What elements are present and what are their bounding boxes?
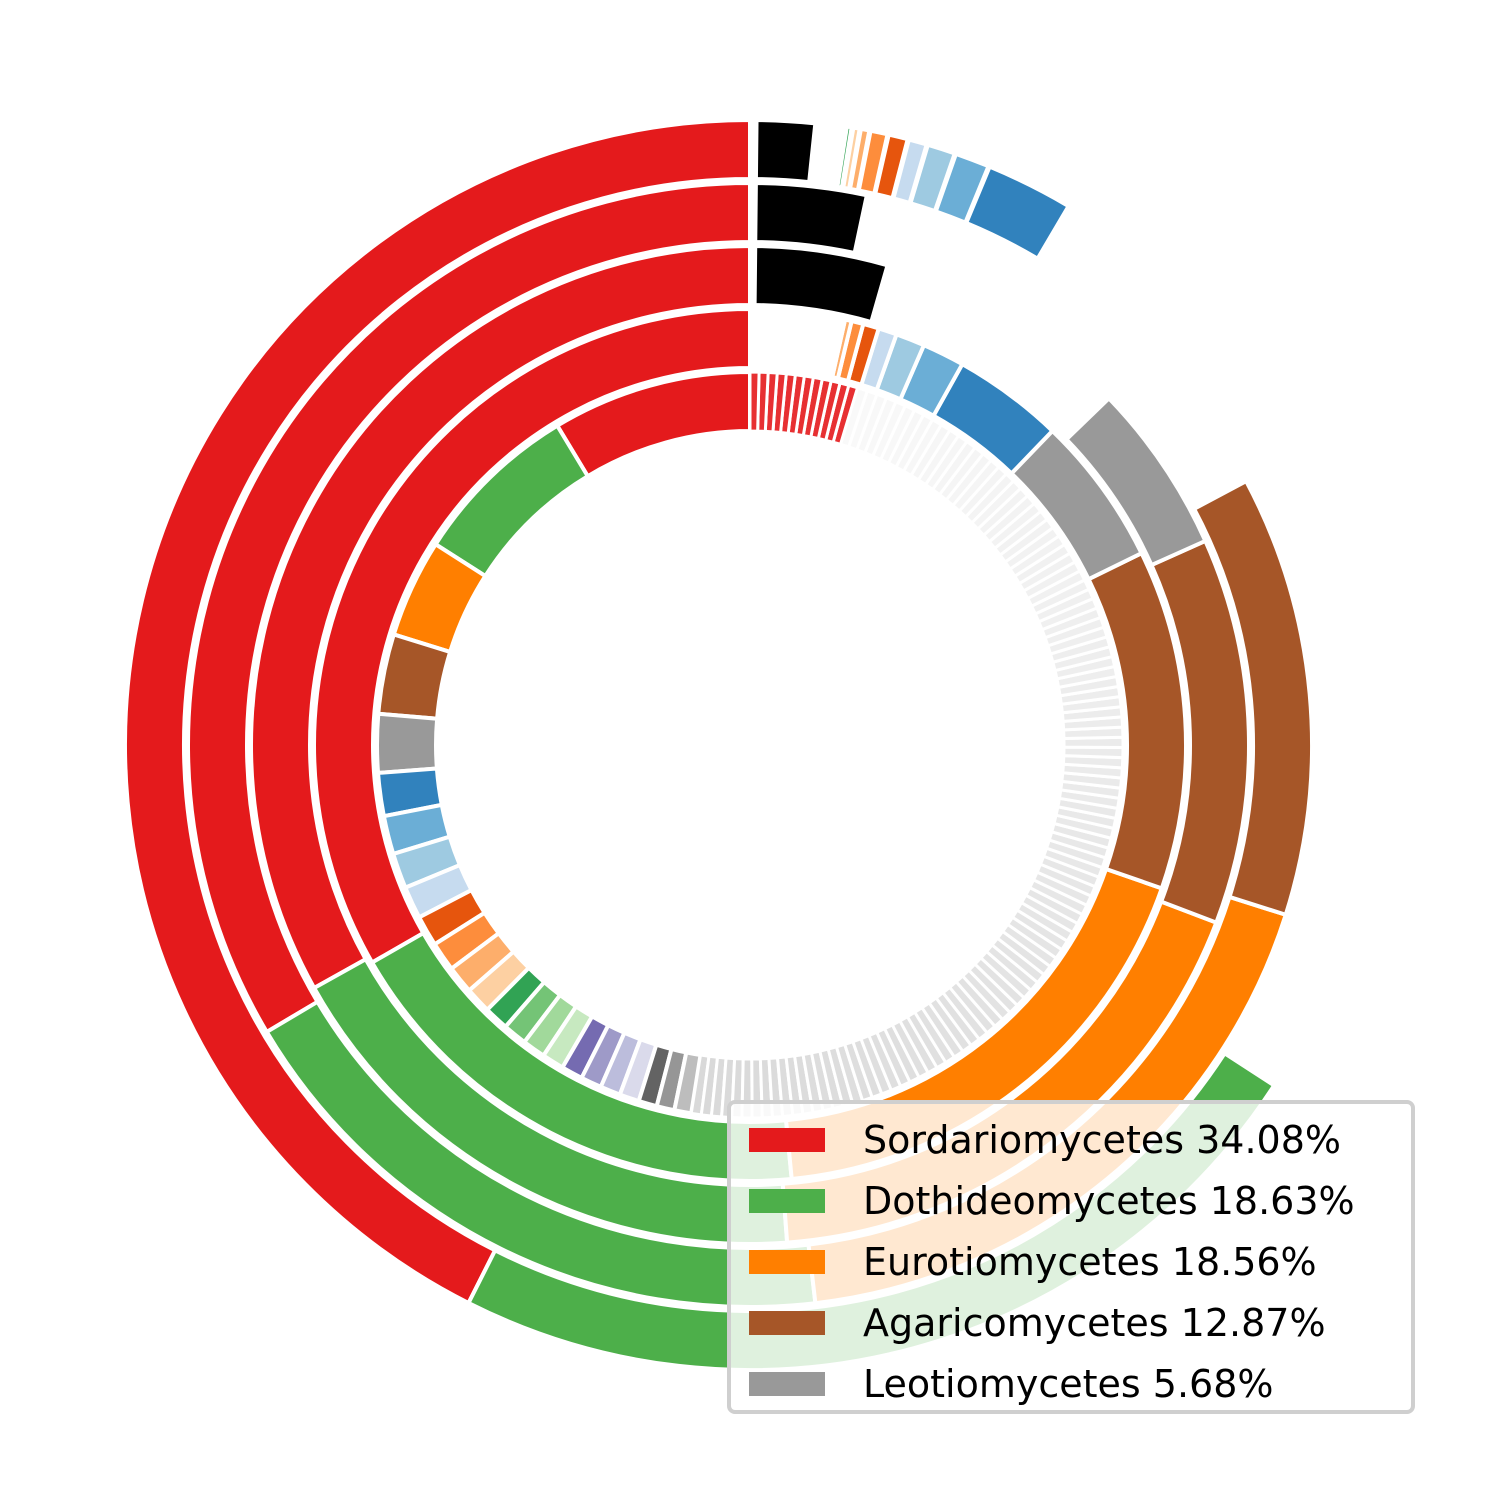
ring-4-segment-1	[312, 306, 752, 966]
ring-5-segment-3	[391, 541, 489, 655]
ring-4-segment-4	[1085, 550, 1188, 891]
legend-swatch-5	[749, 1372, 825, 1396]
ring-4-segment-7	[897, 342, 966, 419]
legend-label-5: Leotiomycetes 5.68%	[863, 1362, 1274, 1406]
outer-sliver-4	[858, 130, 888, 194]
outer-sliver-7	[910, 144, 955, 212]
legend-label-1: Sordariomycetes 34.08%	[863, 1118, 1341, 1162]
ring-5-segment-4	[376, 631, 453, 721]
legend-swatch-4	[749, 1311, 825, 1335]
ring-5-segment-8	[390, 834, 463, 891]
ring-5-segment-6	[375, 766, 445, 819]
legend-entry-2: Dothideomycetes 18.63%	[749, 1176, 1355, 1226]
legend-swatch-3	[749, 1250, 825, 1274]
ring-3-segment-5	[1063, 395, 1208, 568]
outer-sliver-1	[837, 126, 852, 188]
top-wedge-2	[753, 181, 870, 256]
ring-1-segment-1	[123, 117, 752, 1306]
outer-sliver-3	[850, 128, 870, 191]
outer-sliver-6	[893, 139, 927, 203]
legend-swatch-1	[749, 1128, 825, 1152]
ring-2-segment-1	[186, 180, 752, 1035]
ring-2-segment-4	[1191, 478, 1314, 918]
top-wedge-3	[752, 244, 891, 325]
legend-entry-5: Leotiomycetes 5.68%	[749, 1359, 1274, 1409]
legend: Sordariomycetes 34.08% Dothideomycetes 1…	[727, 1100, 1415, 1414]
ring-5-segment-26-12	[748, 370, 761, 433]
ring-3-segment-4	[1148, 538, 1251, 926]
ring-5-segment-10	[416, 887, 488, 948]
ring-5-segment-2	[432, 422, 591, 579]
outer-sliver-2	[843, 127, 860, 189]
legend-label-3: Eurotiomycetes 18.56%	[863, 1240, 1317, 1284]
legend-swatch-2	[749, 1189, 825, 1213]
legend-entry-1: Sordariomycetes 34.08%	[749, 1115, 1341, 1165]
outer-sliver-5	[875, 134, 908, 199]
ring-4-segment-2	[369, 930, 794, 1183]
top-wedge-1	[753, 118, 818, 185]
ring-3-segment-1	[249, 243, 752, 991]
ring-4-segment-14	[826, 316, 845, 379]
outer-sliver-8	[935, 153, 989, 223]
legend-label-2: Dothideomycetes 18.63%	[863, 1179, 1355, 1223]
legend-label-4: Agaricomycetes 12.87%	[863, 1301, 1326, 1345]
outer-sliver-9	[966, 166, 1069, 259]
legend-entry-4: Agaricomycetes 12.87%	[749, 1298, 1326, 1348]
ring-4-segment-8	[874, 331, 927, 402]
ring-5-segment-11	[431, 910, 502, 972]
legend-entry-3: Eurotiomycetes 18.56%	[749, 1237, 1317, 1287]
ring-5-segment-5	[375, 711, 440, 776]
ring-4-segment-6	[930, 361, 1056, 477]
ring-4-segment-5	[1008, 428, 1145, 582]
ring-5-segment-9	[402, 862, 475, 920]
